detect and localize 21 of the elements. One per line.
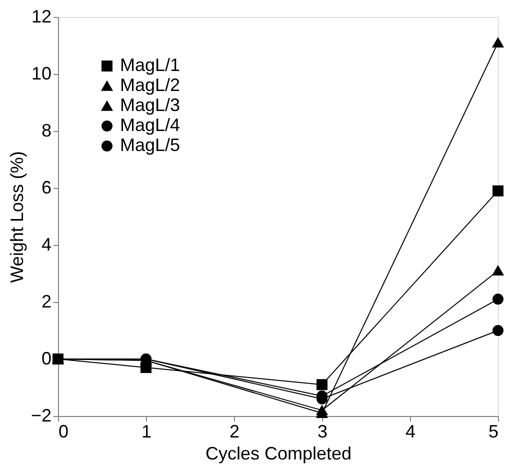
x-tick-label: 4 [405, 422, 416, 442]
legend-label: MagL/5 [120, 135, 180, 155]
legend-label: MagL/2 [120, 75, 180, 95]
y-tick-label: 4 [41, 234, 52, 254]
y-tick-label: 8 [41, 120, 52, 140]
legend-label: MagL/1 [120, 55, 180, 75]
x-tick-label: 1 [141, 422, 152, 442]
legend-label: MagL/4 [120, 115, 180, 135]
y-tick-label: 10 [31, 64, 52, 84]
y-tick-label: 6 [41, 178, 52, 198]
x-tick-label: 0 [58, 422, 69, 442]
y-axis-title: Weight Loss (%) [6, 151, 27, 283]
x-axis-title: Cycles Completed [205, 444, 352, 464]
y-tick-label: −2 [30, 406, 52, 426]
y-tick-label: 12 [31, 6, 52, 26]
y-tick-label: 0 [41, 348, 52, 368]
x-tick-label: 3 [317, 422, 328, 442]
legend-label: MagL/3 [120, 95, 180, 115]
x-tick-label: 2 [229, 422, 240, 442]
y-tick-label: 2 [41, 292, 52, 312]
x-tick-label: 5 [488, 422, 498, 442]
